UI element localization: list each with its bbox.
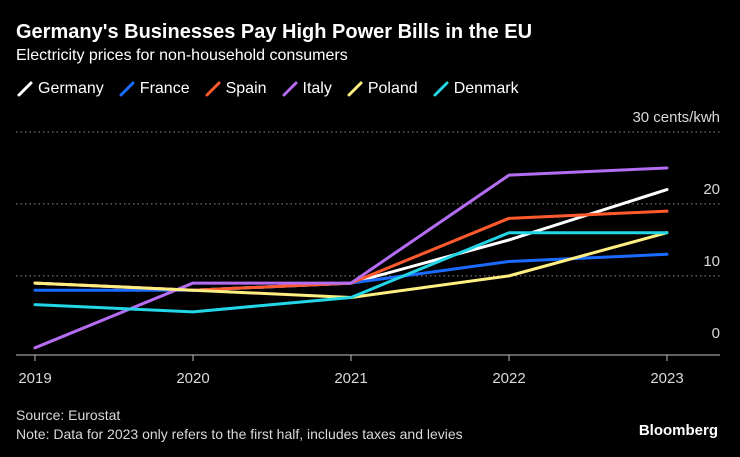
- legend-swatch-germany: [17, 81, 33, 97]
- x-tick-label: 2019: [18, 370, 51, 387]
- legend-label: Italy: [302, 80, 332, 97]
- x-tick-label: 2022: [492, 370, 525, 387]
- series-line-germany: [33, 188, 669, 292]
- legend-swatch-france: [119, 81, 135, 97]
- y-tick-label: 10: [703, 253, 720, 270]
- series-line-poland: [33, 231, 669, 299]
- series-line-denmark: [33, 231, 669, 314]
- legend-label: Denmark: [453, 80, 519, 97]
- legend-label: Poland: [367, 80, 418, 97]
- bloomberg-logo: Bloomberg: [638, 422, 718, 439]
- footnote: Note: Data for 2023 only refers to the f…: [16, 426, 463, 442]
- legend-item-spain: Spain: [204, 80, 267, 98]
- x-tick-label: 2021: [334, 370, 367, 387]
- y-tick-label: 0: [712, 325, 720, 342]
- series-line-italy: [33, 166, 669, 350]
- legend-item-denmark: Denmark: [432, 80, 519, 98]
- y-tick-label: 20: [703, 181, 720, 198]
- line-chart: 2019 2020 2021 2022 2023 0 10 20 30 cents/kwh: [16, 109, 720, 387]
- legend-swatch-italy: [282, 81, 298, 97]
- chart-title: Germany's Businesses Pay High Power Bill…: [16, 21, 533, 43]
- legend-swatch-denmark: [433, 81, 449, 97]
- legend-swatch-spain: [205, 81, 221, 97]
- legend-item-italy: Italy: [281, 80, 332, 98]
- series-line-spain: [33, 209, 669, 292]
- y-tick-label: 30 cents/kwh: [632, 109, 720, 126]
- legend-label: Germany: [38, 80, 104, 97]
- legend-swatch-poland: [347, 81, 363, 97]
- x-tick-label: 2023: [650, 370, 683, 387]
- legend-item-germany: Germany: [16, 80, 104, 98]
- x-tick-label: 2020: [176, 370, 209, 387]
- legend-label: Spain: [225, 80, 267, 97]
- legend-item-poland: Poland: [346, 80, 418, 98]
- legend-label: France: [139, 80, 190, 97]
- chart-subtitle: Electricity prices for non-household con…: [16, 47, 348, 64]
- source-note: Source: Eurostat: [16, 407, 121, 423]
- legend-item-france: France: [118, 80, 190, 98]
- legend: Germany France Spain Italy Poland Denmark: [16, 80, 533, 98]
